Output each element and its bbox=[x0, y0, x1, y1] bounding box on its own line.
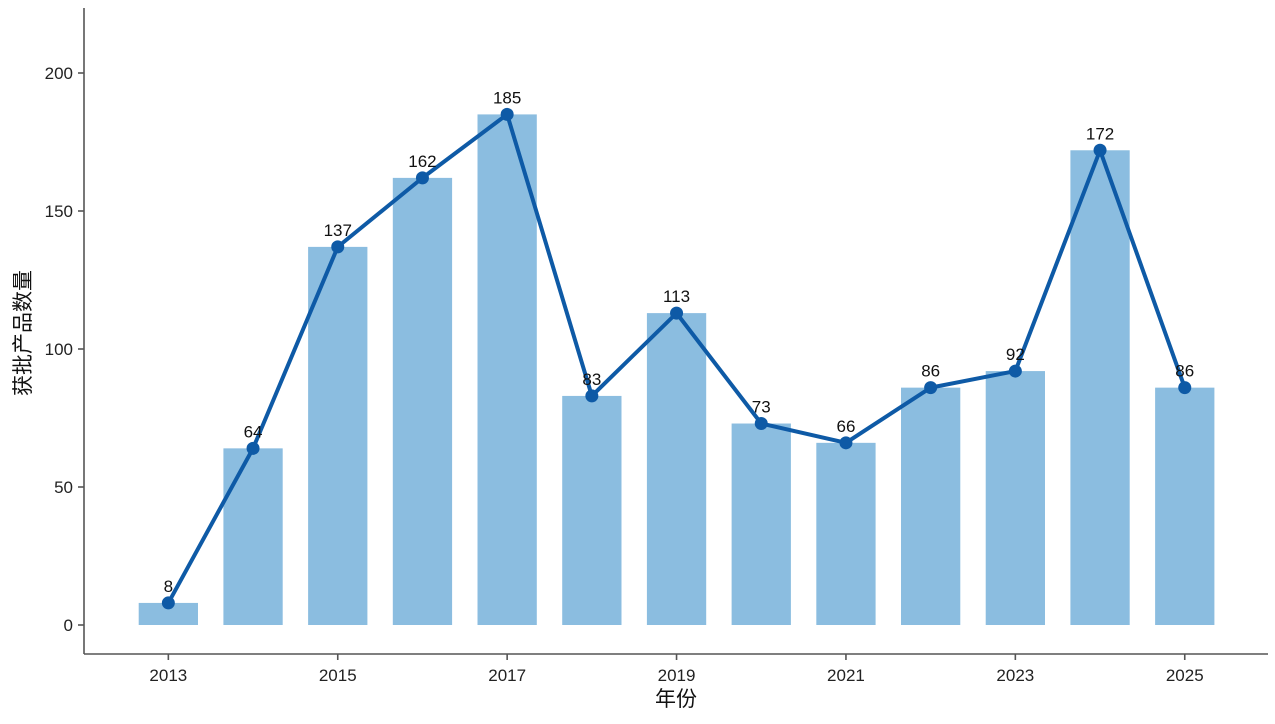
bar-2020 bbox=[731, 423, 791, 625]
line-point-2021 bbox=[839, 436, 853, 450]
x-axis-title: 年份 bbox=[655, 687, 697, 711]
line-point-2020 bbox=[754, 417, 768, 431]
x-tick-label-2021: 2021 bbox=[827, 666, 865, 685]
line-point-2024 bbox=[1093, 143, 1107, 157]
x-tick-label-2025: 2025 bbox=[1166, 666, 1204, 685]
x-tick-label-2017: 2017 bbox=[488, 666, 526, 685]
data-labels-layer: 8 64 137 162 185 83 113 73 66 86 92 172 86 bbox=[164, 88, 1195, 596]
data-label-2019: 113 bbox=[663, 287, 690, 306]
line-point-2014 bbox=[246, 441, 260, 455]
data-label-2016: 162 bbox=[408, 152, 436, 171]
x-tick-label-2019: 2019 bbox=[658, 666, 696, 685]
y-tick-label-0: 0 bbox=[64, 616, 73, 635]
data-label-2014: 64 bbox=[244, 422, 263, 441]
line-point-2017 bbox=[500, 107, 514, 121]
axes-layer: 0 50 100 150 200 2013 2015 2017 2019 2021 2023 2025 bbox=[45, 8, 1268, 685]
line-layer bbox=[161, 107, 1192, 610]
data-label-2022: 86 bbox=[921, 362, 940, 381]
y-axis-title: 获批产品数量 bbox=[11, 270, 35, 396]
y-tick-label-150: 150 bbox=[45, 202, 73, 221]
bar-2023 bbox=[985, 371, 1045, 625]
line-point-2015 bbox=[331, 240, 345, 254]
y-tick-label-200: 200 bbox=[45, 64, 73, 83]
data-label-2025: 86 bbox=[1175, 362, 1194, 381]
line-point-2019 bbox=[670, 306, 684, 320]
bar-2013 bbox=[138, 602, 198, 625]
line-point-2022 bbox=[924, 381, 938, 395]
bar-2017 bbox=[477, 114, 537, 626]
data-label-2020: 73 bbox=[752, 398, 771, 417]
data-label-2017: 185 bbox=[493, 88, 521, 107]
bar-2025 bbox=[1155, 387, 1215, 625]
bars-layer bbox=[138, 114, 1215, 626]
data-label-2015: 137 bbox=[324, 221, 352, 240]
x-tick-label-2015: 2015 bbox=[319, 666, 357, 685]
data-label-2024: 172 bbox=[1086, 124, 1114, 143]
line-point-2023 bbox=[1008, 364, 1022, 378]
line-point-2013 bbox=[161, 596, 175, 610]
y-tick-label-50: 50 bbox=[54, 478, 73, 497]
line-point-2018 bbox=[585, 389, 599, 403]
line-point-2025 bbox=[1178, 381, 1192, 395]
data-label-2018: 83 bbox=[582, 370, 601, 389]
data-label-2013: 8 bbox=[164, 577, 173, 596]
x-tick-label-2013: 2013 bbox=[149, 666, 187, 685]
y-tick-label-100: 100 bbox=[45, 340, 73, 359]
bar-2015 bbox=[308, 246, 368, 625]
bar-2019 bbox=[646, 313, 707, 625]
data-label-2023: 92 bbox=[1006, 345, 1025, 364]
data-label-2021: 66 bbox=[836, 417, 855, 436]
bar-2014 bbox=[223, 448, 283, 625]
bar-2022 bbox=[901, 387, 961, 625]
bar-2016 bbox=[392, 177, 453, 625]
bar-2024 bbox=[1070, 150, 1130, 625]
x-tick-label-2023: 2023 bbox=[996, 666, 1034, 685]
bar-2021 bbox=[816, 442, 876, 625]
line-point-2016 bbox=[415, 171, 429, 185]
bar-2018 bbox=[562, 395, 622, 625]
